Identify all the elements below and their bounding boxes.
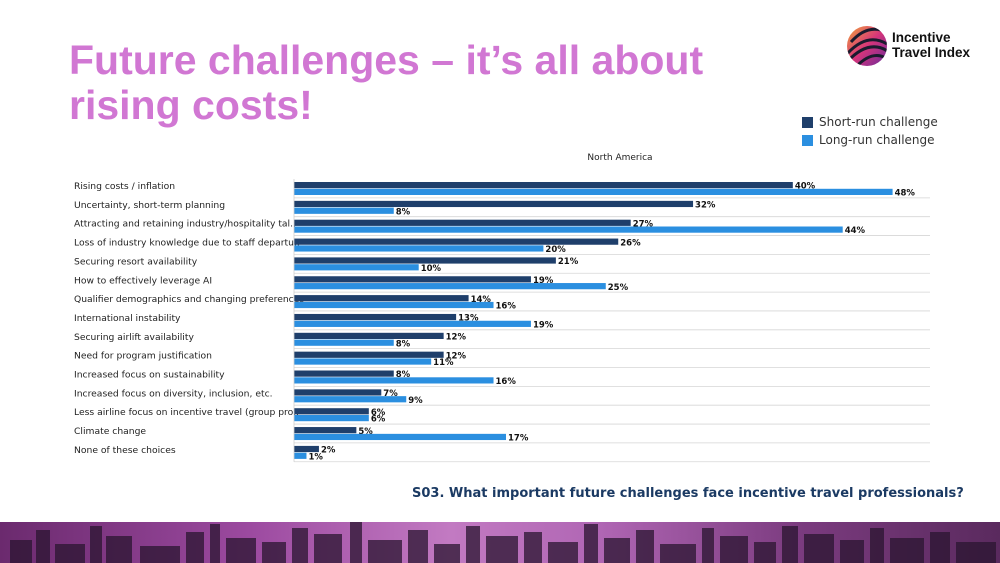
bar [294, 452, 307, 459]
data-label: 7% [383, 389, 398, 399]
survey-question: S03. What important future challenges fa… [412, 486, 964, 501]
category-label: Uncertainty, short-term planning [74, 200, 225, 211]
data-label: 19% [533, 276, 554, 286]
data-label: 26% [620, 238, 641, 248]
legend-swatch-short-run [802, 116, 813, 128]
data-label: 16% [496, 377, 517, 387]
data-label: 9% [408, 396, 423, 406]
bar-chart: Rising costs / inflation 40% 48% Uncertaint… [74, 179, 930, 462]
bar [294, 427, 357, 434]
data-label: 8% [396, 207, 411, 217]
bar [294, 445, 319, 453]
chart-legend: Short-run challenge Long-run challenge [802, 113, 938, 149]
category-label: Increased focus on diversity, inclusion,… [74, 388, 273, 399]
category-label: Securing airlift availability [74, 332, 194, 343]
category-label: How to effectively leverage AI [74, 275, 212, 286]
data-label: 13% [458, 314, 479, 324]
data-label: 1% [308, 452, 323, 462]
bar [294, 351, 444, 358]
bar [294, 226, 843, 233]
city-skyline-banner [0, 522, 1000, 563]
data-label: 11% [433, 358, 454, 368]
category-label: Less airline focus on incentive travel (… [74, 407, 299, 418]
bar [294, 264, 419, 271]
data-label: 6% [371, 415, 386, 425]
category-label: Securing resort availability [74, 256, 198, 267]
logo: Incentive Travel Index [845, 24, 985, 70]
data-label: 44% [845, 226, 866, 236]
chart-panel-title: North America [587, 153, 653, 163]
category-label: Qualifier demographics and changing pref… [74, 294, 304, 305]
bar [294, 219, 631, 226]
bar [294, 320, 531, 327]
bar [294, 295, 469, 302]
bar [294, 370, 394, 377]
data-label: 14% [471, 295, 492, 305]
data-label: 10% [421, 264, 442, 274]
data-label: 2% [321, 446, 336, 456]
data-label: 12% [446, 351, 467, 361]
globe-logo-icon [847, 26, 887, 66]
data-label: 19% [533, 320, 554, 330]
data-label: 16% [496, 302, 517, 312]
skyline-icon [10, 522, 996, 563]
data-label: 12% [446, 333, 467, 343]
bar [294, 433, 506, 441]
bar [294, 182, 793, 189]
data-label: 21% [558, 257, 579, 267]
bar [294, 238, 619, 245]
data-label: 5% [358, 427, 373, 437]
bar [294, 339, 394, 346]
category-label: Need for program justification [74, 351, 212, 362]
category-label: Rising costs / inflation [74, 181, 175, 192]
legend-item-short-run: Short-run challenge [802, 113, 938, 131]
legend-swatch-long-run [802, 134, 813, 146]
category-label: Climate change [74, 426, 146, 437]
data-label: 32% [695, 201, 716, 211]
bar [294, 301, 494, 309]
bar [294, 389, 382, 396]
category-label: Loss of industry knowledge due to staff … [74, 238, 300, 249]
data-label: 40% [795, 182, 816, 192]
bar [294, 283, 606, 290]
bar [294, 257, 556, 264]
bar [294, 207, 394, 214]
bar [294, 377, 494, 384]
category-label: Increased focus on sustainability [74, 370, 225, 381]
category-label: International instability [74, 313, 181, 324]
data-label: 25% [608, 283, 629, 293]
bar [294, 188, 893, 195]
category-label: Attracting and retaining industry/hospit… [74, 219, 296, 230]
data-label: 27% [633, 219, 654, 229]
category-label: None of these choices [74, 445, 176, 456]
legend-item-long-run: Long-run challenge [802, 131, 938, 149]
data-label: 8% [396, 370, 411, 380]
bar [294, 332, 444, 339]
slide-title: Future challenges – it’s all about risin… [69, 37, 704, 128]
data-label: 48% [895, 189, 916, 199]
data-label: 6% [371, 408, 386, 418]
bar [294, 358, 432, 365]
bar [294, 276, 531, 283]
bar [294, 313, 457, 321]
bar [294, 200, 694, 208]
bar [294, 415, 369, 422]
data-label: 17% [508, 434, 529, 444]
logo-text: Incentive Travel Index [892, 30, 971, 60]
bar [294, 245, 544, 252]
bar [294, 408, 369, 415]
data-label: 8% [396, 339, 411, 349]
data-label: 20% [545, 245, 566, 255]
bar [294, 396, 407, 403]
